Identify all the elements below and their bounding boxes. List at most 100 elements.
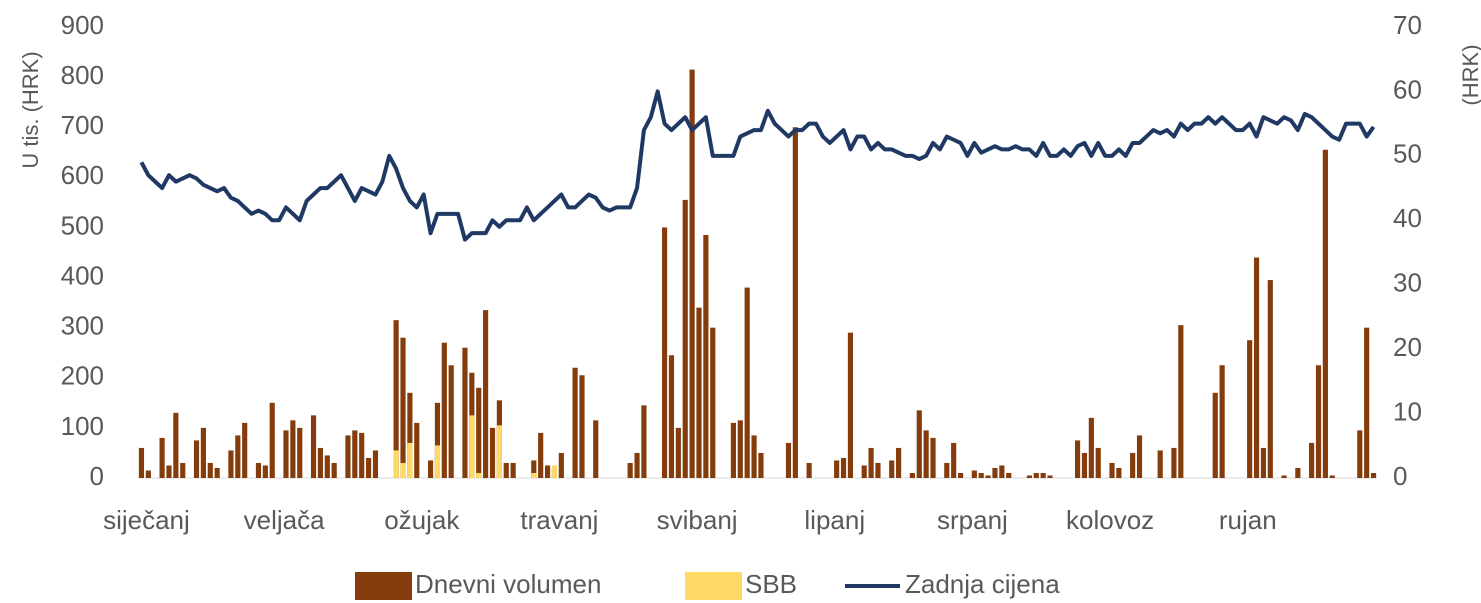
y-tick-label: 800 — [61, 60, 104, 90]
bar — [1212, 392, 1218, 478]
bar — [1136, 435, 1143, 478]
bar — [283, 430, 289, 478]
bar — [909, 472, 915, 478]
bar — [255, 462, 262, 478]
bar — [951, 442, 957, 478]
bar — [469, 415, 475, 478]
bar — [806, 462, 812, 478]
bar — [173, 412, 179, 478]
y2-tick-label: 70 — [1393, 10, 1422, 40]
bar — [242, 422, 248, 478]
bar — [1047, 475, 1053, 478]
y-tick-label: 300 — [61, 311, 104, 341]
bar — [324, 455, 330, 478]
legend-swatch — [355, 572, 412, 600]
bar — [1130, 452, 1136, 478]
y-tick-label: 900 — [61, 10, 104, 40]
bar — [1370, 472, 1377, 478]
bar — [985, 475, 991, 478]
y2-tick-label: 10 — [1393, 396, 1422, 426]
x-tick-label: travanj — [520, 505, 598, 535]
y2-tick-label: 40 — [1393, 203, 1422, 233]
bar — [297, 427, 303, 478]
bar — [228, 450, 234, 478]
bar — [1157, 450, 1163, 478]
bar — [944, 462, 950, 478]
x-tick-label: rujan — [1219, 505, 1277, 535]
bar — [200, 427, 206, 478]
bar — [1219, 365, 1225, 478]
bar — [310, 415, 317, 478]
bar — [668, 355, 675, 478]
bar — [1109, 462, 1115, 478]
bar — [366, 457, 372, 478]
bar — [503, 462, 509, 478]
bar — [1267, 280, 1273, 478]
bar — [235, 435, 241, 478]
bar — [682, 199, 688, 478]
bar — [207, 462, 213, 478]
x-tick-label: kolovoz — [1066, 505, 1154, 535]
bar — [483, 310, 489, 478]
bar — [414, 422, 420, 478]
bar — [1033, 472, 1039, 478]
price-line — [139, 89, 1376, 242]
y-tick-label: 500 — [61, 210, 104, 240]
bar — [675, 427, 681, 478]
bar — [916, 410, 922, 478]
bar — [489, 427, 496, 478]
y-tick-label: 600 — [61, 160, 104, 190]
bar — [393, 320, 399, 478]
y2-tick-label: 50 — [1393, 139, 1422, 169]
bar — [510, 462, 516, 478]
bar — [496, 425, 502, 478]
bar — [1364, 327, 1370, 478]
bar — [737, 420, 743, 478]
bar — [262, 465, 268, 478]
bar — [744, 287, 750, 478]
x-tick-label: siječanj — [103, 505, 190, 535]
bar — [393, 450, 399, 478]
bar — [159, 437, 165, 478]
bar — [703, 234, 709, 478]
bar — [1260, 447, 1267, 478]
bar — [1116, 467, 1122, 478]
bar — [1329, 475, 1335, 478]
x-tick-label: veljača — [244, 505, 325, 535]
bar — [558, 452, 564, 478]
bar — [730, 422, 736, 478]
bar — [1247, 340, 1253, 478]
bar — [476, 472, 482, 478]
bar — [372, 450, 379, 478]
bar — [689, 69, 695, 478]
x-tick-label: svibanj — [657, 505, 738, 535]
bar — [1309, 442, 1315, 478]
bar — [476, 387, 482, 478]
y-tick-label: 400 — [61, 260, 104, 290]
bar — [400, 462, 406, 478]
bar — [407, 442, 413, 478]
bar — [792, 127, 798, 478]
bar — [999, 465, 1005, 478]
y2-tick-label: 60 — [1393, 74, 1422, 104]
y-tick-label: 100 — [61, 411, 104, 441]
y-tick-label: 700 — [61, 110, 104, 140]
x-tick-label: srpanj — [937, 505, 1008, 535]
bar — [193, 440, 200, 478]
bar — [785, 442, 792, 478]
legend-label: Zadnja cijena — [905, 569, 1060, 599]
bar — [1081, 452, 1088, 478]
bar — [531, 472, 537, 478]
y2-tick-label: 30 — [1393, 268, 1422, 298]
bar — [145, 470, 151, 478]
legend-label: Dnevni volumen — [415, 569, 601, 599]
bar — [992, 467, 998, 478]
y-axis-label: U tis. (HRK) — [18, 51, 43, 168]
bar — [710, 327, 716, 478]
bar — [751, 435, 757, 478]
bar — [331, 462, 337, 478]
bar — [627, 462, 633, 478]
bar — [180, 462, 186, 478]
bar — [345, 435, 351, 478]
